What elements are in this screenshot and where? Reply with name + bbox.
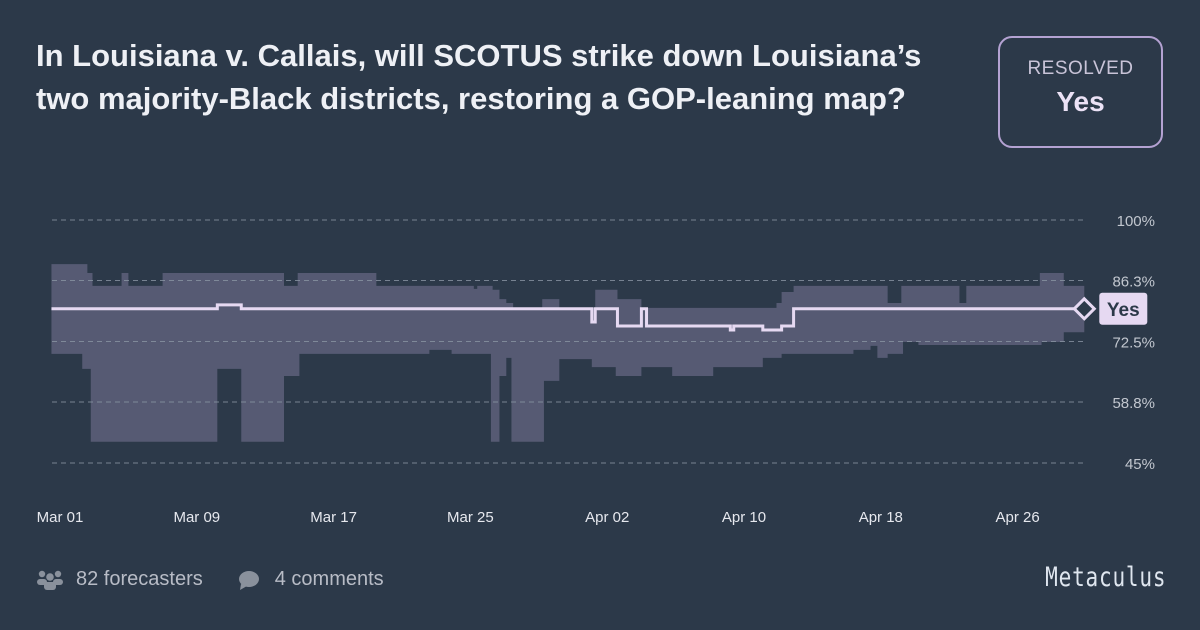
x-tick-label: Mar 25: [447, 509, 494, 526]
resolution-tag-label: Yes: [1107, 300, 1140, 321]
comments-count: 4 comments: [274, 568, 384, 590]
comments-icon: [238, 570, 259, 590]
metaculus-logo: Metaculus: [1044, 562, 1166, 593]
y-tick-label: 45%: [1125, 456, 1155, 473]
forecasters-count: 82 forecasters: [76, 568, 203, 590]
resolution-tag: [1099, 292, 1148, 325]
resolution-value: Yes: [1056, 86, 1105, 117]
footer-stats: 82 forecasters 4 comments: [36, 568, 384, 591]
x-tick-label: Mar 01: [37, 509, 84, 526]
y-tick-label: 72.5%: [1112, 335, 1155, 352]
x-tick-label: Apr 10: [722, 509, 766, 526]
question-title: In Louisiana v. Callais, will SCOTUS str…: [36, 38, 922, 116]
forecasters-icon: [37, 570, 63, 590]
x-tick-label: Apr 18: [859, 509, 903, 526]
y-tick-label: 58.8%: [1112, 395, 1155, 412]
resolution-label: RESOLVED: [1027, 58, 1134, 79]
x-tick-label: Mar 17: [310, 509, 357, 526]
y-tick-label: 86.3%: [1112, 274, 1155, 291]
confidence-band: [51, 264, 1085, 442]
y-tick-label: 100%: [1117, 213, 1155, 230]
x-tick-label: Apr 02: [585, 509, 629, 526]
x-tick-label: Apr 26: [995, 509, 1039, 526]
x-tick-label: Mar 09: [173, 509, 220, 526]
resolution-badge: RESOLVED Yes: [998, 36, 1163, 148]
resolution-marker: [1072, 296, 1097, 321]
median-line: [51, 303, 1085, 332]
